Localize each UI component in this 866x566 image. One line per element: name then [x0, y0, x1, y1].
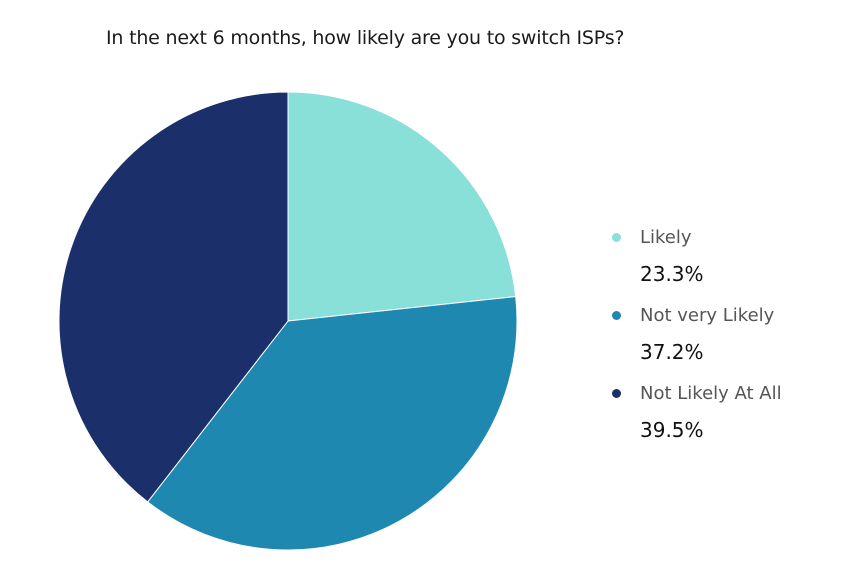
legend-value-likely: 23.3%	[640, 262, 704, 286]
pie-slice-not-likely-at-all[interactable]	[58, 91, 289, 503]
legend-marker-likely	[612, 233, 621, 242]
legend-marker-not-very-likely	[612, 311, 621, 320]
legend-value-not-likely-at-all: 39.5%	[640, 418, 704, 442]
legend-label-not-very-likely: Not very Likely	[640, 305, 775, 326]
chart-title: In the next 6 months, how likely are you…	[106, 27, 625, 49]
legend-label-not-likely-at-all: Not Likely At All	[640, 383, 782, 404]
legend-label-likely: Likely	[640, 227, 692, 248]
pie-slice-likely[interactable]	[287, 91, 517, 322]
pie-slice-not-very-likely[interactable]	[146, 296, 518, 551]
legend-value-not-very-likely: 37.2%	[640, 340, 704, 364]
legend-marker-not-likely-at-all	[612, 389, 621, 398]
pie-slices	[58, 91, 518, 551]
